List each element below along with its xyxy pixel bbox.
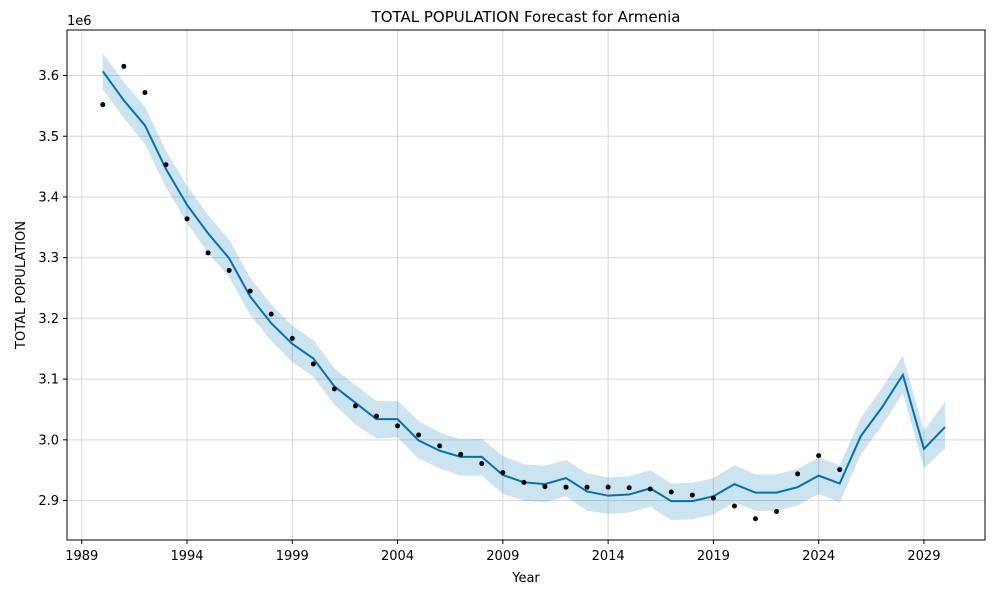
y-tick-label: 2.9 bbox=[38, 494, 59, 509]
y-tick-label: 3.3 bbox=[38, 251, 59, 266]
observed-point bbox=[268, 311, 274, 317]
y-tick-label: 3.1 bbox=[38, 373, 59, 388]
observed-point bbox=[121, 63, 127, 69]
y-scale-label: 1e6 bbox=[67, 14, 92, 29]
observed-point bbox=[205, 250, 211, 256]
y-tick-label: 3.6 bbox=[38, 69, 59, 84]
observed-point bbox=[184, 216, 190, 222]
observed-point bbox=[100, 102, 106, 108]
observed-point bbox=[226, 267, 232, 273]
observed-point bbox=[689, 492, 695, 498]
observed-point bbox=[395, 423, 401, 429]
observed-point bbox=[753, 516, 758, 522]
observed-point bbox=[142, 90, 148, 96]
observed-point bbox=[563, 484, 569, 490]
observed-point bbox=[774, 508, 780, 514]
observed-points-layer bbox=[100, 63, 843, 522]
y-tick-label: 3.2 bbox=[38, 312, 59, 327]
observed-point bbox=[437, 443, 443, 449]
observed-point bbox=[479, 461, 485, 466]
x-tick-label: 1989 bbox=[65, 549, 98, 564]
observed-point bbox=[310, 361, 316, 367]
observed-point bbox=[331, 386, 337, 392]
y-tick-label: 3.4 bbox=[38, 190, 59, 205]
observed-point bbox=[500, 470, 506, 476]
observed-point bbox=[816, 453, 822, 459]
x-tick-label: 2014 bbox=[592, 549, 625, 564]
y-tick-label: 3.5 bbox=[38, 130, 59, 145]
observed-point bbox=[647, 486, 653, 492]
x-axis-title: Year bbox=[511, 571, 540, 586]
observed-point bbox=[247, 288, 253, 294]
observed-point bbox=[289, 335, 295, 341]
observed-point bbox=[795, 471, 801, 477]
observed-point bbox=[521, 479, 527, 485]
plot-frame bbox=[66, 29, 986, 541]
observed-point bbox=[710, 495, 716, 501]
observed-point bbox=[458, 451, 464, 457]
x-tick-label: 2029 bbox=[907, 549, 940, 564]
observed-point bbox=[163, 162, 169, 168]
observed-point bbox=[668, 489, 674, 495]
x-tick-label: 2004 bbox=[381, 549, 414, 564]
x-tick-label: 2019 bbox=[697, 549, 730, 564]
observed-point bbox=[626, 485, 632, 491]
x-tick-label: 1994 bbox=[170, 549, 203, 564]
observed-point bbox=[416, 432, 422, 438]
chart-title: TOTAL POPULATION Forecast for Armenia bbox=[371, 8, 681, 26]
observed-point bbox=[837, 467, 843, 473]
x-axis-ticks: 1989 1994 1999 2004 2009 2014 2019 2024 2029 bbox=[65, 540, 940, 564]
y-axis-ticks: 2.9 3.0 3.1 3.2 3.3 3.4 3.5 3.6 bbox=[38, 69, 67, 509]
x-tick-label: 2024 bbox=[802, 549, 835, 564]
observed-point bbox=[374, 413, 380, 419]
observed-point bbox=[584, 484, 590, 490]
observed-point bbox=[352, 403, 358, 409]
x-tick-label: 2009 bbox=[486, 549, 519, 564]
y-tick-label: 3.0 bbox=[38, 433, 59, 448]
observed-point bbox=[542, 484, 548, 490]
observed-point bbox=[731, 503, 737, 509]
x-tick-label: 1999 bbox=[276, 549, 309, 564]
grid-lines bbox=[67, 30, 985, 540]
y-axis-title: TOTAL POPULATION bbox=[14, 221, 29, 350]
observed-point bbox=[605, 484, 611, 490]
